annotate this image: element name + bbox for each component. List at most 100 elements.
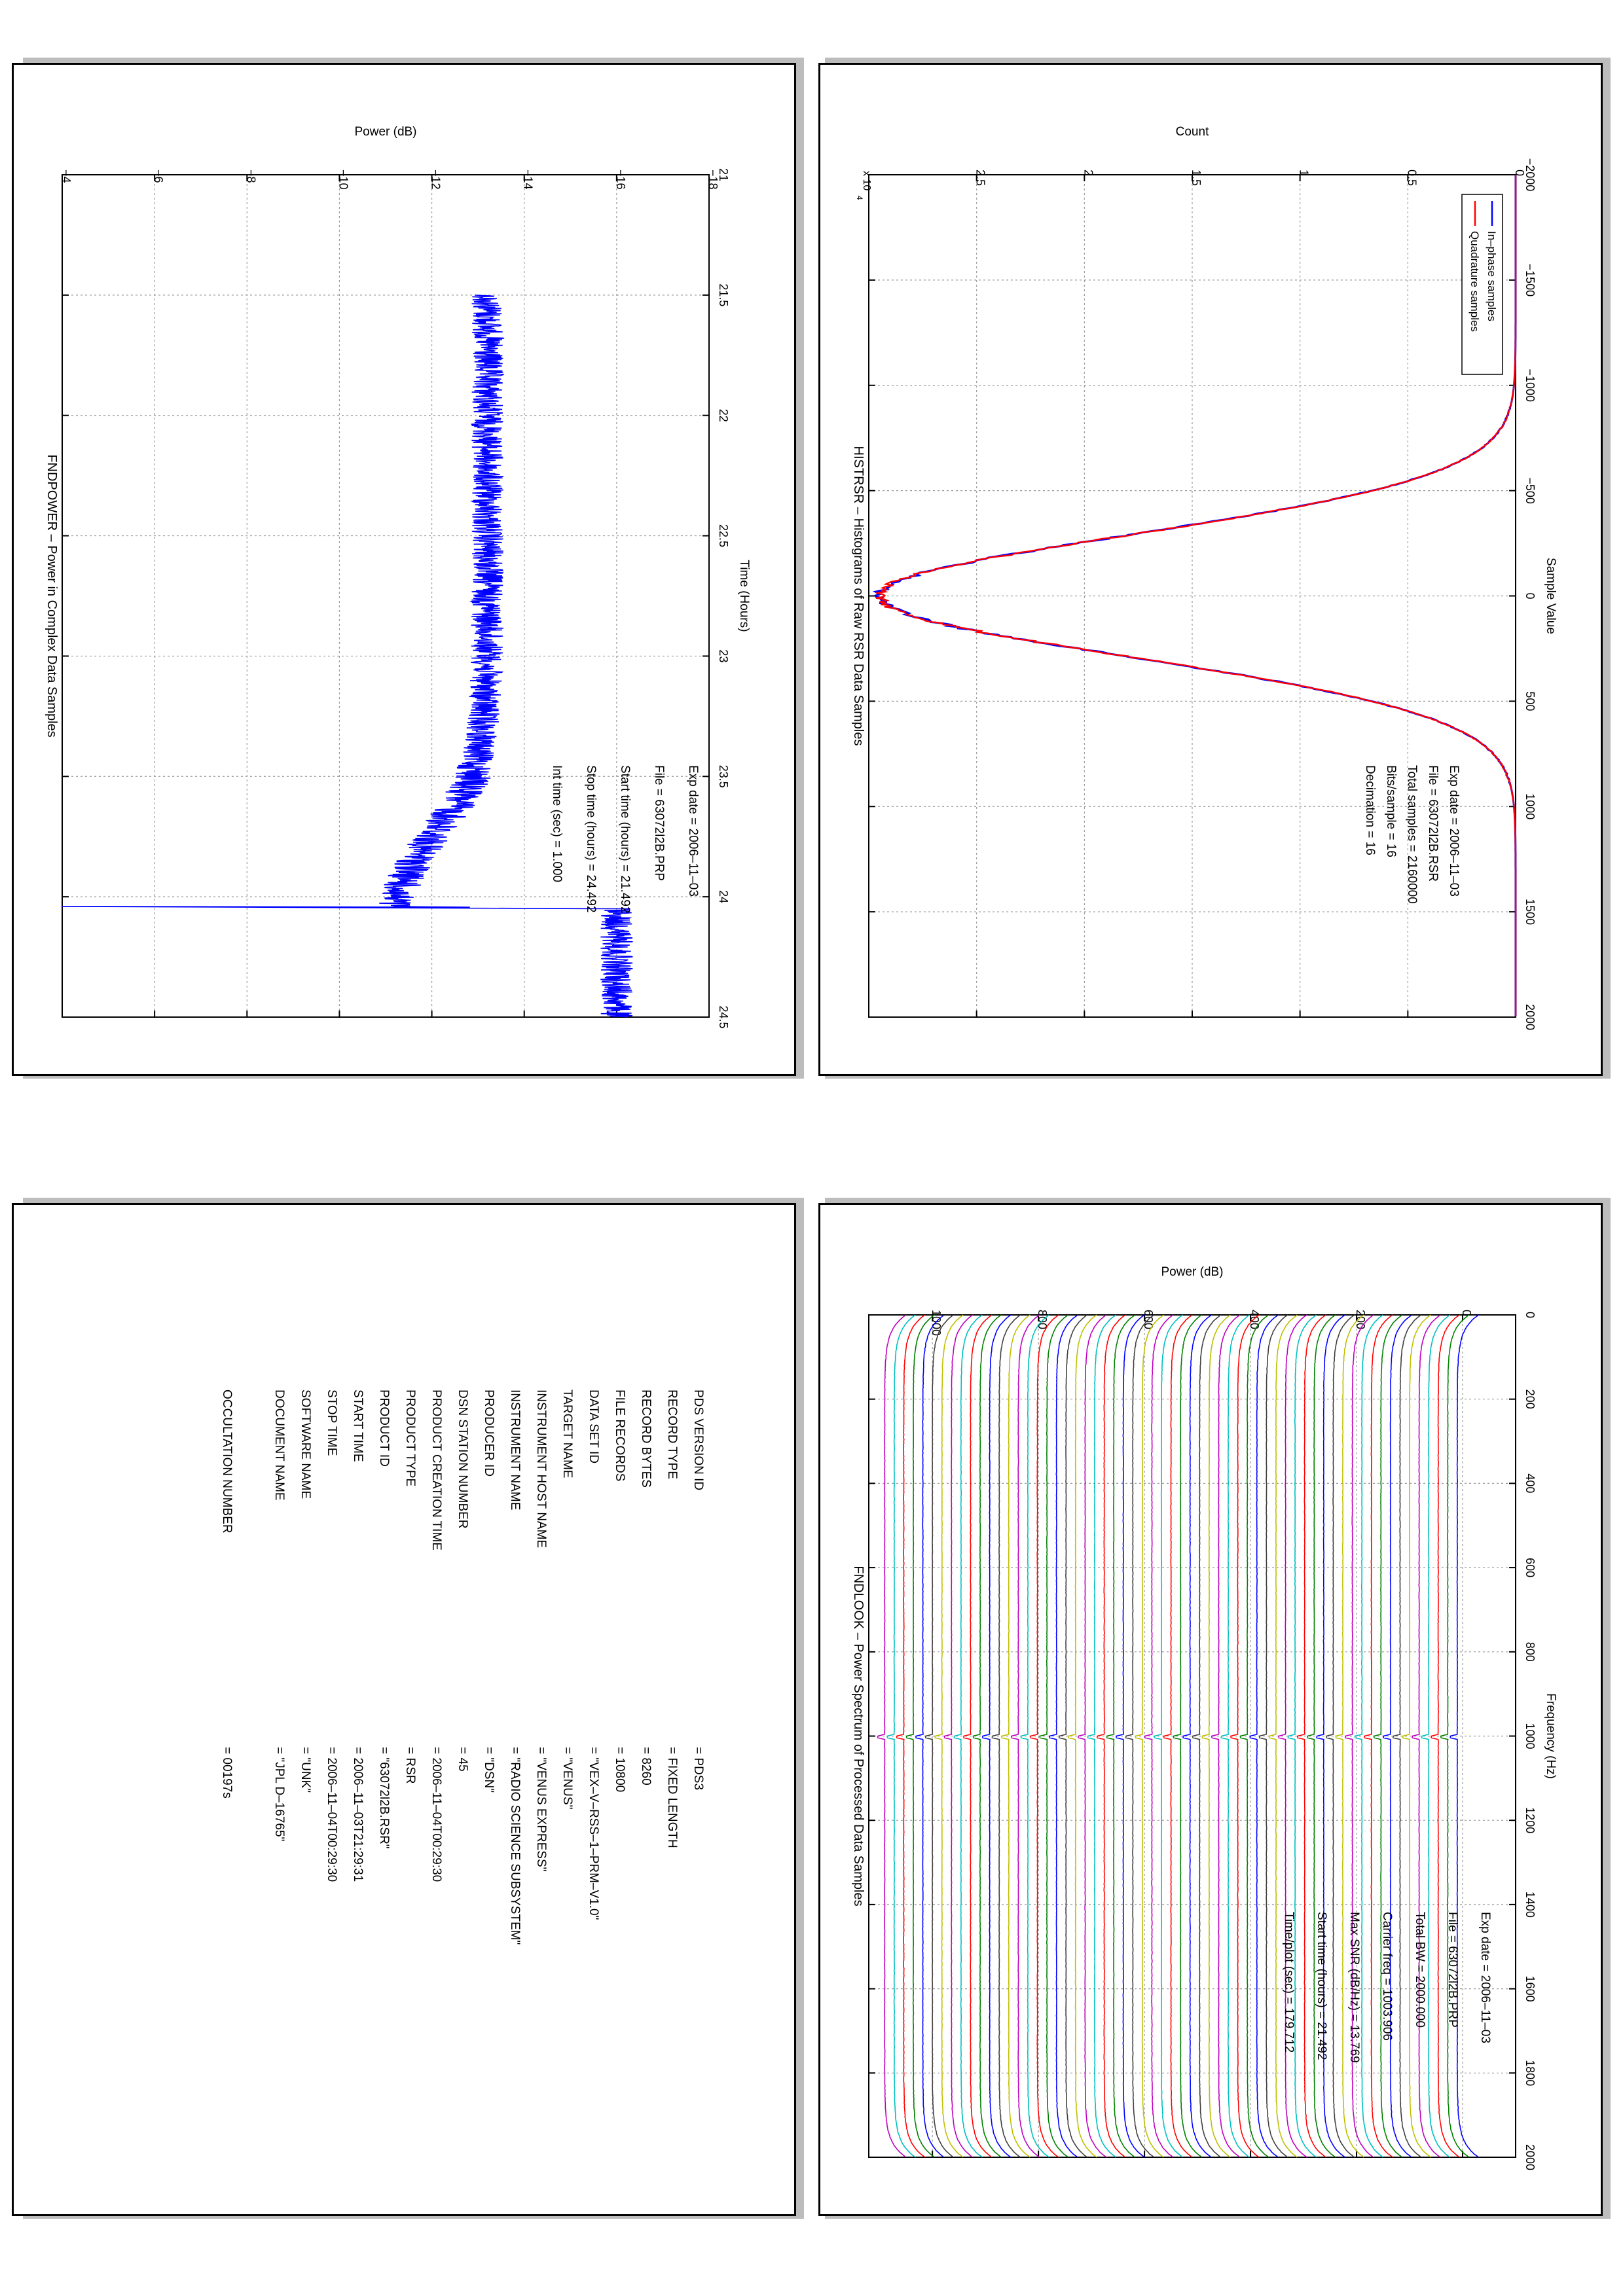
label-value: = 2006–11–04T00:29:30 bbox=[325, 1747, 338, 1882]
spec-series bbox=[991, 1314, 1021, 2158]
spec-series bbox=[934, 1314, 964, 2158]
spec-series bbox=[1287, 1314, 1317, 2158]
hist-info-line: Decimation = 16 bbox=[1363, 765, 1377, 855]
spec-info-line: Exp date = 2006–11–03 bbox=[1478, 1912, 1492, 2043]
spec-xtick-label: 800 bbox=[1523, 1642, 1537, 1662]
label-key: DOCUMENT NAME bbox=[272, 1390, 286, 1501]
label-value: = 2006–11–03T21:29:31 bbox=[351, 1747, 365, 1882]
spec-series bbox=[1278, 1314, 1307, 2158]
hist-xtick-label: 2000 bbox=[1523, 1004, 1537, 1030]
power-series bbox=[62, 295, 633, 1018]
hist-info-line: Exp date = 2006–11–03 bbox=[1447, 765, 1461, 897]
label-key: STOP TIME bbox=[325, 1390, 338, 1456]
spec-series bbox=[1163, 1314, 1193, 2158]
spec-series bbox=[1297, 1314, 1326, 2158]
spec-series bbox=[1316, 1314, 1345, 2158]
power-xtick-label: 21.5 bbox=[717, 283, 730, 306]
power-ytick-label: −4 bbox=[60, 170, 73, 183]
spec-series bbox=[1201, 1314, 1231, 2158]
hist-xtick-label: −1500 bbox=[1523, 264, 1537, 297]
spec-series bbox=[981, 1314, 1012, 2158]
spec-info-line: Total BW = 2000.000 bbox=[1413, 1912, 1427, 2028]
spec-series bbox=[1001, 1314, 1030, 2158]
label-value: = "VENUS EXPRESS" bbox=[534, 1747, 548, 1871]
hist-ytick-label: 1.5 bbox=[1190, 170, 1203, 186]
spec-series bbox=[1116, 1314, 1145, 2158]
spec-title: FNDLOOK – Power Spectrum of Processed Da… bbox=[851, 1566, 866, 1906]
power-xlabel: Time (Hours) bbox=[737, 560, 751, 632]
spec-series bbox=[943, 1314, 973, 2158]
label-value: = "RADIO SCIENCE SUBSYSTEM" bbox=[508, 1747, 522, 1945]
histogram-chart: −2000 −1500 −1000 −500 0 500 1000 1500 2000 0 0.5 1… bbox=[851, 125, 1558, 1030]
hist-info-line: Total samples = 2160000 bbox=[1405, 765, 1419, 904]
label-value: = PDS3 bbox=[691, 1747, 705, 1790]
label-value: = "VENUS" bbox=[560, 1747, 574, 1809]
power-ytick-label: −8 bbox=[244, 170, 257, 183]
spectrum-panel: 0 200 400 600 800 1000 1200 1400 1600 1800 2000 0 20… bbox=[818, 1203, 1603, 2216]
spec-xtick-label: 600 bbox=[1523, 1558, 1537, 1577]
power-xtick-label: 23 bbox=[717, 649, 730, 662]
spec-series bbox=[886, 1314, 917, 2158]
hist-xtick-label: 1000 bbox=[1523, 793, 1537, 819]
spec-series bbox=[1307, 1314, 1336, 2158]
spec-series bbox=[1412, 1314, 1441, 2158]
spec-series bbox=[1135, 1314, 1164, 2158]
label-value: = 00197s bbox=[220, 1747, 234, 1799]
label-key: INSTRUMENT NAME bbox=[508, 1390, 522, 1510]
spec-series bbox=[1211, 1314, 1241, 2158]
spec-series bbox=[1039, 1314, 1069, 2158]
power-info: Exp date = 2006–11–03 File = 63072l2B.PRP… bbox=[550, 765, 700, 914]
spec-ytick-label: 1000 bbox=[930, 1310, 943, 1336]
spec-series bbox=[963, 1314, 993, 2158]
label-key: OCCULTATION NUMBER bbox=[220, 1390, 234, 1534]
label-value: = "UNK" bbox=[299, 1747, 312, 1793]
spec-series bbox=[1392, 1314, 1422, 2158]
spec-series bbox=[953, 1314, 983, 2158]
power-info-line: Stop time (hours) = 24.492 bbox=[584, 765, 598, 913]
label-value: = "DSN" bbox=[482, 1747, 496, 1793]
spec-series bbox=[1268, 1314, 1298, 2158]
spec-series bbox=[1440, 1314, 1470, 2158]
label-value: = 8260 bbox=[639, 1747, 653, 1785]
label-panel: PDS VERSION ID = PDS3 RECORD TYPE = FIXED L… bbox=[12, 1203, 796, 2216]
spec-series bbox=[1326, 1314, 1355, 2158]
spec-series bbox=[896, 1314, 926, 2158]
power-xtick-label: 24 bbox=[717, 890, 730, 903]
label-key: FILE RECORDS bbox=[613, 1390, 627, 1481]
power-ytick-label: −16 bbox=[614, 170, 627, 190]
spec-info-line: File = 63072l2B.PRP bbox=[1446, 1912, 1459, 2028]
hist-ylabel: Count bbox=[1176, 125, 1209, 139]
hist-xtick-label: 0 bbox=[1523, 592, 1537, 599]
spec-series bbox=[1049, 1314, 1078, 2158]
hist-ytick-label: 2.5 bbox=[974, 170, 987, 186]
label-key: DSN STATION NUMBER bbox=[456, 1390, 469, 1529]
spec-xtick-label: 400 bbox=[1523, 1473, 1537, 1493]
hist-multiplier: x 10 bbox=[861, 171, 872, 190]
spec-series bbox=[1192, 1314, 1222, 2158]
label-value: = 2006–11–04T00:29:30 bbox=[429, 1747, 443, 1882]
spec-series bbox=[1097, 1314, 1126, 2158]
label-key: TARGET NAME bbox=[560, 1390, 574, 1478]
label-value: = 45 bbox=[456, 1747, 469, 1772]
spec-axes: 0 200 400 600 800 1000 1200 1400 1600 1800 2000 0 20… bbox=[851, 1265, 1558, 2170]
hist-xtick-label: −1000 bbox=[1523, 368, 1537, 402]
spec-series bbox=[1354, 1314, 1383, 2158]
spec-series bbox=[972, 1314, 1002, 2158]
hist-xtick-label: −2000 bbox=[1523, 158, 1537, 192]
label-key: PRODUCER ID bbox=[482, 1390, 496, 1477]
hist-xtick-label: 500 bbox=[1523, 691, 1537, 711]
spec-xtick-label: 1200 bbox=[1523, 1807, 1537, 1833]
hist-xtick-label: 1500 bbox=[1523, 899, 1537, 925]
spec-series bbox=[1020, 1314, 1050, 2158]
label-key: START TIME bbox=[351, 1390, 365, 1462]
spec-info-line: Carrier freq = 1003.906 bbox=[1380, 1912, 1394, 2041]
spec-series bbox=[1068, 1314, 1097, 2158]
spec-series bbox=[1011, 1314, 1040, 2158]
spec-series bbox=[1106, 1314, 1136, 2158]
power-ytick-label: −12 bbox=[429, 170, 443, 190]
spec-series bbox=[1058, 1314, 1088, 2158]
power-ytick-label: −14 bbox=[522, 170, 535, 190]
label-value: = RSR bbox=[403, 1747, 417, 1784]
spec-xtick-label: 1000 bbox=[1523, 1723, 1537, 1749]
label-key: PRODUCT TYPE bbox=[403, 1390, 417, 1486]
